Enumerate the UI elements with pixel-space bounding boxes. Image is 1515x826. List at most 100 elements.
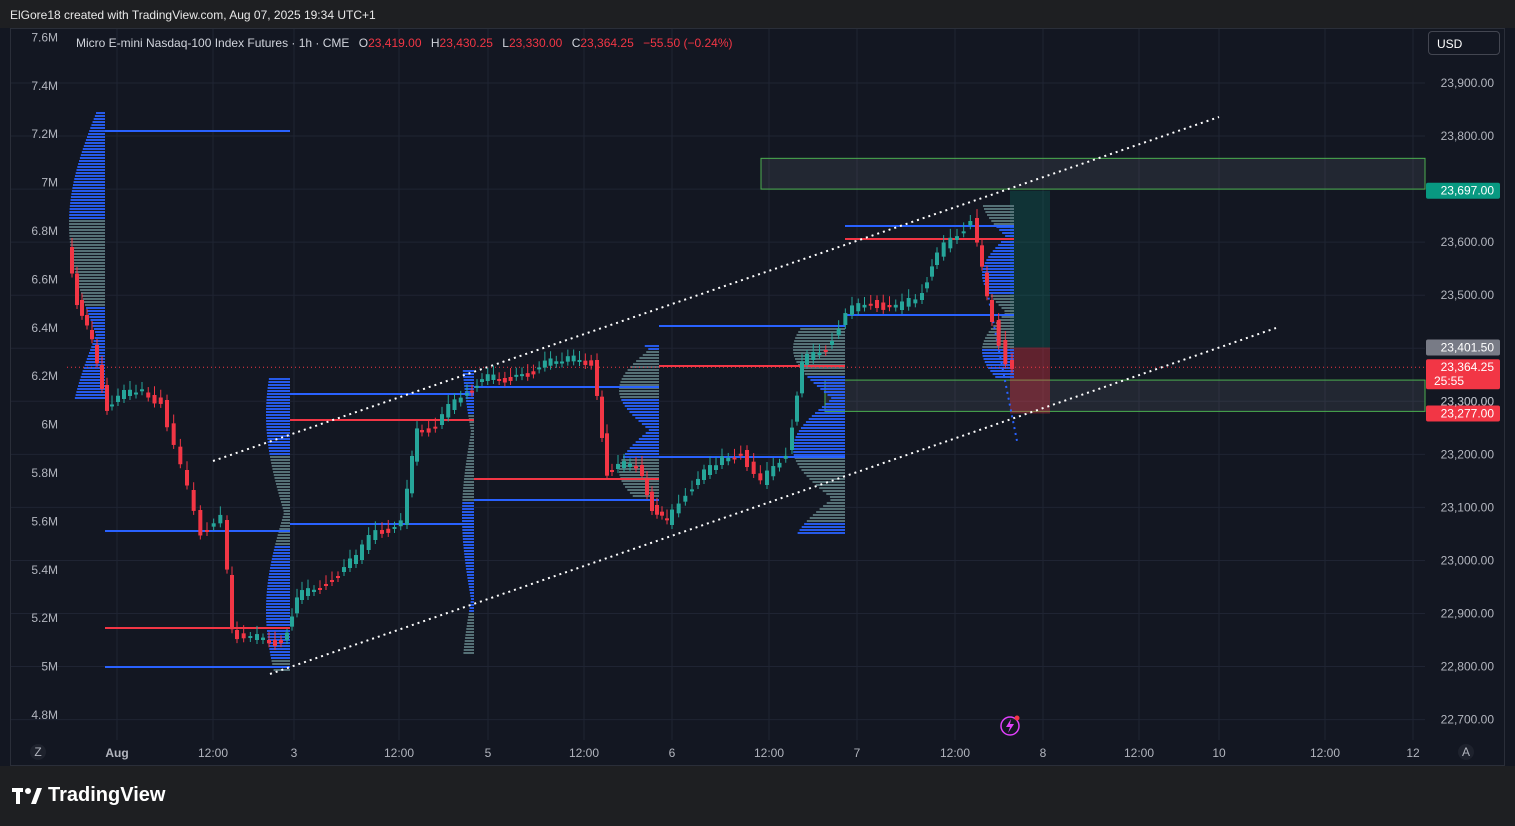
candle-body <box>548 358 553 366</box>
candle-body <box>941 242 946 257</box>
candle-body <box>996 320 1001 346</box>
legend-open: 23,419.00 <box>368 36 422 50</box>
legend-low-key: L <box>502 36 509 50</box>
time-tick-label: 12:00 <box>1310 746 1340 760</box>
candle-body <box>520 374 524 377</box>
candle-body <box>665 518 669 521</box>
candle-body <box>514 374 519 377</box>
time-tick-label: 8 <box>1040 746 1047 760</box>
time-tick-label: 12:00 <box>754 746 784 760</box>
supply-demand-zone <box>824 379 1426 412</box>
candle-body <box>980 245 984 267</box>
price-tick-label: 23,000.00 <box>1441 553 1495 567</box>
candle-body <box>906 297 911 307</box>
candle-body <box>738 453 743 456</box>
candle-body <box>720 456 724 465</box>
candle-body <box>702 469 706 480</box>
candle-body <box>134 392 138 395</box>
candle-body <box>392 526 397 529</box>
candle-body <box>805 354 809 365</box>
candle-body <box>230 575 234 630</box>
time-tick-label: 12:00 <box>384 746 414 760</box>
candle-body <box>158 397 163 404</box>
candle-body <box>790 427 794 450</box>
candle-body <box>708 465 712 475</box>
candle-body <box>925 282 929 289</box>
candle-body <box>386 528 391 533</box>
candle-body <box>610 470 614 472</box>
time-tick-label: 3 <box>291 746 298 760</box>
candle-body <box>800 361 804 394</box>
candle-body <box>589 360 594 366</box>
legend-low: 23,330.00 <box>508 36 563 50</box>
candle-body <box>354 555 358 564</box>
candle-body <box>116 395 120 402</box>
candle-body <box>300 590 304 600</box>
legend-change: −55.50 (−0.24%) <box>643 36 733 50</box>
candle-body <box>525 373 530 377</box>
candle-body <box>342 567 346 572</box>
candle-body <box>605 433 609 476</box>
candle-body <box>595 360 599 396</box>
volume-tick-label: 5.2M <box>31 611 58 625</box>
candle-body <box>470 390 474 393</box>
axis-scale-button[interactable] <box>30 744 46 760</box>
candle-body <box>152 395 157 404</box>
candle-body <box>771 466 776 477</box>
candle-body <box>1003 340 1008 365</box>
candle-body <box>751 461 756 474</box>
candle-body <box>817 352 822 355</box>
candle-body <box>295 597 299 614</box>
time-tick-label: 10 <box>1212 746 1226 760</box>
candle-body <box>485 374 490 381</box>
volume-tick-label: 4.8M <box>31 708 58 722</box>
candle-body <box>85 315 89 326</box>
target-area <box>1010 190 1050 348</box>
candle-body <box>324 584 328 586</box>
candle-body <box>985 272 989 297</box>
candle-body <box>900 301 904 310</box>
candle-body <box>218 514 223 524</box>
axis-scale-button[interactable] <box>1458 744 1474 760</box>
volume-tick-label: 7.2M <box>31 127 58 141</box>
stop-area <box>1010 347 1050 414</box>
candle-body <box>312 589 316 592</box>
symbol-legend: Micro E-mini Nasdaq-100 Index Futures · … <box>76 36 733 50</box>
price-label-box <box>1426 405 1500 422</box>
currency-button[interactable]: USD <box>1428 31 1500 55</box>
legend-open-key: O <box>358 36 369 50</box>
candle-body <box>850 305 854 315</box>
candle-body <box>261 637 265 640</box>
volume-tick-label: 5M <box>41 660 58 674</box>
candle-body <box>285 632 289 640</box>
price-label-value: 23,401.50 <box>1441 340 1495 354</box>
candle-body <box>887 305 892 308</box>
volume-tick-label: 7.6M <box>31 30 58 44</box>
candle-body <box>318 588 322 590</box>
volume-tick-label: 6.8M <box>31 224 58 238</box>
candles <box>70 209 1014 650</box>
candle-body <box>990 300 994 322</box>
candle-body <box>577 359 582 362</box>
candle-body <box>913 299 918 304</box>
candle-body <box>415 428 419 462</box>
candle-body <box>211 523 216 527</box>
price-label-value: 23,697.00 <box>1441 184 1495 198</box>
time-tick-label: 7 <box>854 746 861 760</box>
candle-body <box>683 495 688 502</box>
candle-body <box>881 302 886 310</box>
candle-body <box>398 520 403 527</box>
candle-body <box>290 616 294 627</box>
candle-body <box>80 300 84 316</box>
price-tick-label: 23,200.00 <box>1441 447 1495 461</box>
volume-tick-label: 6.2M <box>31 369 58 383</box>
candle-body <box>777 462 782 468</box>
candle-body <box>893 304 898 308</box>
tradingview-brand: TradingView <box>48 784 166 806</box>
candle-body <box>948 237 953 249</box>
candle-body <box>165 400 169 428</box>
candle-body <box>475 385 479 388</box>
candle-body <box>255 634 259 640</box>
time-tick-label: Aug <box>105 746 128 760</box>
